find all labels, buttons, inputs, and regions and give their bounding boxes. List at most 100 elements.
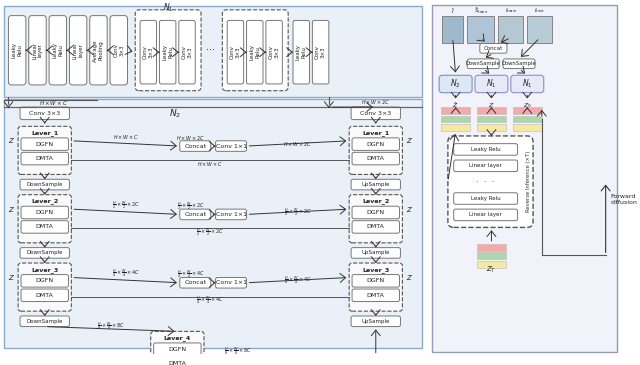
Text: DownSample: DownSample — [26, 250, 63, 255]
Text: Conv
3×3: Conv 3×3 — [113, 43, 124, 57]
FancyBboxPatch shape — [8, 16, 26, 85]
Text: $H\times W\times 2C$: $H\times W\times 2C$ — [284, 140, 312, 148]
Text: DGFN: DGFN — [36, 142, 54, 147]
Text: $N_1$: $N_1$ — [522, 78, 532, 90]
FancyBboxPatch shape — [179, 20, 195, 84]
Text: Concat: Concat — [184, 212, 206, 217]
FancyBboxPatch shape — [351, 247, 401, 258]
Text: $H\times W\times 2C$: $H\times W\times 2C$ — [362, 98, 390, 106]
FancyBboxPatch shape — [18, 126, 71, 174]
FancyBboxPatch shape — [246, 20, 263, 84]
Text: DMTA: DMTA — [36, 156, 54, 161]
FancyBboxPatch shape — [49, 16, 67, 85]
Text: $\frac{H}{4}\times\frac{W}{4}\times 4C$: $\frac{H}{4}\times\frac{W}{4}\times 4C$ — [112, 268, 140, 279]
Bar — [477, 116, 506, 123]
Text: Conv
3×3: Conv 3×3 — [182, 45, 193, 59]
FancyBboxPatch shape — [21, 274, 68, 287]
Text: $\hat{Z}$: $\hat{Z}$ — [452, 100, 459, 110]
Text: $H\times W\times C$: $H\times W\times C$ — [197, 160, 223, 168]
Text: $\frac{H}{4}\times\frac{W}{4}\times 4C$: $\frac{H}{4}\times\frac{W}{4}\times 4C$ — [177, 269, 204, 280]
Text: Linear
layer: Linear layer — [32, 42, 43, 59]
FancyBboxPatch shape — [448, 136, 533, 227]
Bar — [498, 16, 524, 43]
Text: $\frac{H}{4}\times\frac{W}{4}\times 4C$: $\frac{H}{4}\times\frac{W}{4}\times 4C$ — [196, 295, 224, 306]
FancyBboxPatch shape — [21, 152, 68, 165]
FancyBboxPatch shape — [352, 221, 399, 233]
FancyBboxPatch shape — [222, 10, 288, 91]
Text: $I_{test}$: $I_{test}$ — [534, 6, 545, 15]
FancyBboxPatch shape — [151, 331, 204, 365]
Bar — [477, 261, 506, 268]
Text: DGFN: DGFN — [367, 142, 385, 147]
Text: $\frac{H}{2}\times\frac{W}{2}\times 2C$: $\frac{H}{2}\times\frac{W}{2}\times 2C$ — [284, 206, 312, 218]
Text: $Z$: $Z$ — [488, 101, 495, 109]
FancyBboxPatch shape — [351, 316, 401, 327]
FancyBboxPatch shape — [18, 195, 71, 243]
FancyBboxPatch shape — [293, 20, 310, 84]
FancyBboxPatch shape — [159, 20, 176, 84]
Text: ·  ·  ·: · · · — [476, 178, 495, 187]
Text: DGFN: DGFN — [36, 278, 54, 283]
Bar — [4, 6, 422, 97]
Bar — [513, 124, 542, 131]
FancyBboxPatch shape — [21, 138, 68, 150]
Text: DownSample: DownSample — [466, 61, 500, 66]
FancyBboxPatch shape — [349, 195, 403, 243]
FancyBboxPatch shape — [503, 59, 535, 69]
Text: $Z$: $Z$ — [406, 136, 413, 145]
Text: Lever_2: Lever_2 — [362, 199, 389, 204]
FancyBboxPatch shape — [454, 193, 518, 204]
FancyBboxPatch shape — [154, 357, 201, 365]
Text: DownSample: DownSample — [502, 61, 536, 66]
FancyBboxPatch shape — [180, 277, 211, 288]
Text: DMTA: DMTA — [367, 293, 385, 298]
FancyBboxPatch shape — [110, 16, 127, 85]
Bar — [477, 244, 506, 250]
FancyBboxPatch shape — [180, 209, 211, 220]
FancyBboxPatch shape — [352, 289, 399, 301]
Text: Conv
3×3: Conv 3×3 — [316, 45, 326, 59]
FancyBboxPatch shape — [69, 16, 87, 85]
Text: $\hat{S}_{train}$: $\hat{S}_{train}$ — [474, 5, 488, 16]
Text: Forward
diffusion: Forward diffusion — [611, 194, 637, 205]
FancyBboxPatch shape — [216, 141, 246, 151]
Text: $\frac{H}{8}\times\frac{W}{8}\times 8C$: $\frac{H}{8}\times\frac{W}{8}\times 8C$ — [97, 320, 125, 332]
Text: Leaky
Relu: Leaky Relu — [250, 44, 260, 60]
Text: Lever_4: Lever_4 — [164, 335, 191, 341]
FancyBboxPatch shape — [454, 144, 518, 155]
Bar — [467, 16, 494, 43]
Bar — [441, 107, 470, 114]
Text: Leaky Relu: Leaky Relu — [471, 196, 500, 201]
FancyBboxPatch shape — [349, 126, 403, 174]
FancyBboxPatch shape — [351, 179, 401, 190]
Text: Leaky Relu: Leaky Relu — [471, 147, 500, 152]
FancyBboxPatch shape — [216, 277, 246, 288]
Text: Concat: Concat — [484, 46, 503, 51]
Text: UpSample: UpSample — [362, 182, 390, 187]
Text: DMTA: DMTA — [36, 224, 54, 230]
Text: $I_{train}$: $I_{train}$ — [504, 6, 517, 15]
FancyBboxPatch shape — [20, 107, 69, 120]
FancyBboxPatch shape — [480, 43, 507, 53]
Text: $Z_T$: $Z_T$ — [486, 265, 497, 275]
Text: Conv 3×3: Conv 3×3 — [360, 111, 392, 116]
Text: $\frac{H}{2}\times\frac{W}{2}\times 2C$: $\frac{H}{2}\times\frac{W}{2}\times 2C$ — [112, 200, 140, 211]
Text: $H\times W\times C$: $H\times W\times C$ — [113, 133, 138, 141]
Bar — [527, 16, 552, 43]
FancyBboxPatch shape — [20, 247, 69, 258]
Text: $H\times W\times 2C$: $H\times W\times 2C$ — [176, 134, 205, 142]
Text: DGFN: DGFN — [367, 210, 385, 215]
Text: $Z$: $Z$ — [406, 273, 413, 282]
Text: $Z$: $Z$ — [8, 205, 15, 214]
FancyBboxPatch shape — [21, 221, 68, 233]
Text: Conv
3×3: Conv 3×3 — [230, 45, 241, 59]
Text: DownSample: DownSample — [26, 319, 63, 324]
FancyBboxPatch shape — [352, 152, 399, 165]
Text: DMTA: DMTA — [168, 361, 186, 365]
FancyBboxPatch shape — [266, 20, 282, 84]
Bar — [477, 124, 506, 131]
Text: $Z$: $Z$ — [8, 136, 15, 145]
Text: $N_1$: $N_1$ — [486, 78, 497, 90]
FancyBboxPatch shape — [180, 141, 211, 151]
FancyBboxPatch shape — [20, 179, 69, 190]
